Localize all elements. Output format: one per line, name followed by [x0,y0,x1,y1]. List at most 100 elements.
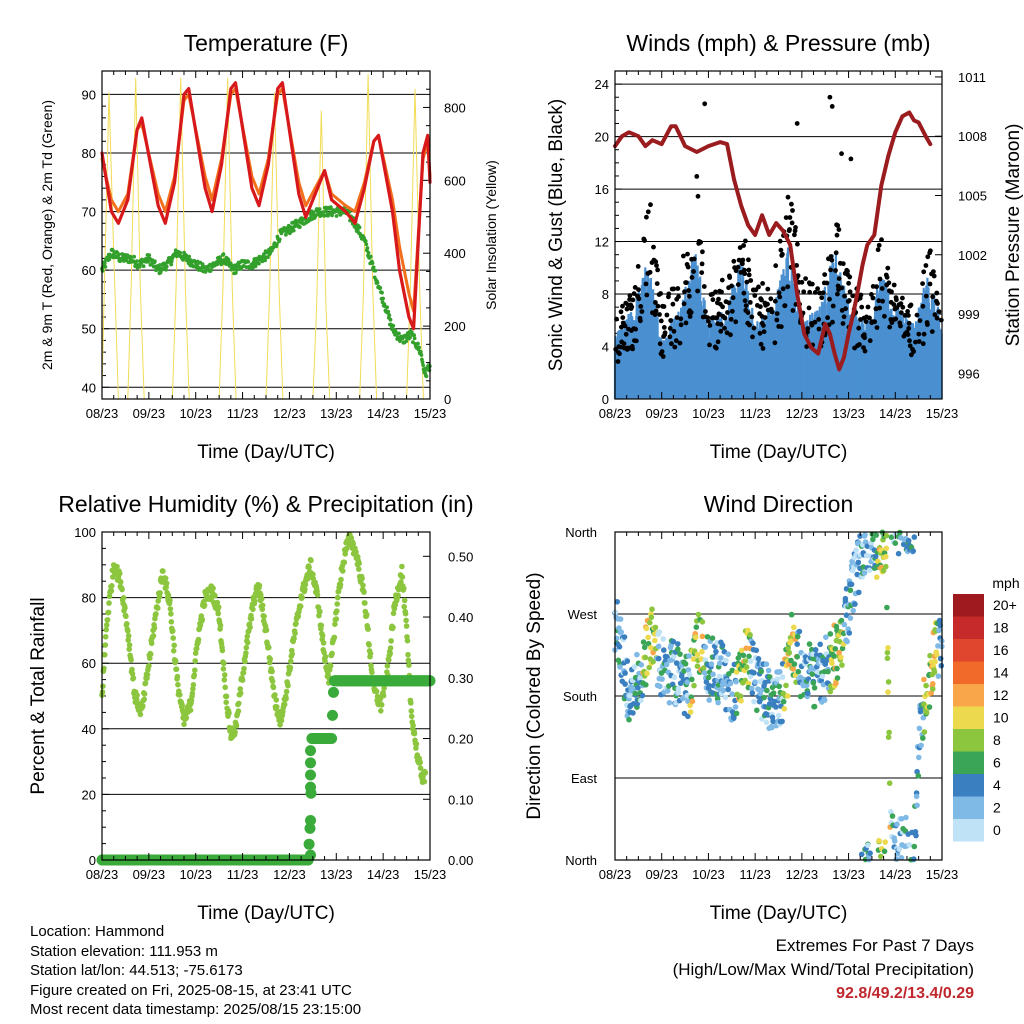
humidity-point [403,623,410,629]
y2-tick-label: 0.30 [448,671,473,686]
direction-point [873,532,879,538]
gust-point [668,318,674,323]
direction-point [889,813,896,819]
x-tick-label: 14/23 [879,867,912,882]
humidity-point [170,635,176,641]
direction-point [701,670,708,676]
direction-point [664,688,671,694]
gust-point [648,202,653,208]
y-tick-label: 16 [595,182,609,197]
direction-point [911,534,918,540]
humidity-point [233,723,240,729]
direction-point [896,846,902,852]
dewpoint-point [298,225,302,229]
direction-point [831,653,837,659]
y-tick-label: 12 [595,235,609,250]
dewpoint-point [412,333,416,338]
direction-point [834,675,841,681]
direction-point [631,664,638,670]
gust-point [678,316,684,322]
direction-point [916,725,923,732]
gust-point [789,201,794,207]
humidity-point [406,662,412,668]
gust-point [894,297,899,303]
direction-point [708,661,715,667]
dewpoint-point [416,341,420,346]
direction-point [686,671,693,678]
direction-point [692,634,699,641]
humidity-point [160,568,166,574]
humidity-point [378,702,385,708]
direction-point [715,699,721,706]
direction-point [888,534,895,540]
gust-point [809,281,815,287]
gust-point [908,302,914,308]
humidity-point [242,658,248,665]
dewpoint-point [103,265,108,269]
direction-point [779,718,785,725]
direction-point [614,599,620,605]
dewpoint-point [135,259,139,263]
direction-point [900,541,907,548]
gust-point [745,310,751,315]
direction-point [745,627,751,634]
gust-point [638,304,644,309]
x-axis-label: Time (Day/UTC) [710,442,848,463]
direction-point [885,689,891,695]
humidity-point [183,715,190,721]
direction-point [638,662,645,668]
dewpoint-point [275,242,279,247]
gust-point [746,267,752,273]
gust-point [735,264,741,270]
gust-point [803,276,808,281]
gust-point [834,232,840,238]
gust-point [905,309,910,314]
humidity-point [390,624,396,631]
direction-point [856,589,862,596]
gust-point [689,275,695,280]
direction-point [675,641,681,647]
gust-point [928,248,933,254]
gust-point [744,279,750,285]
precip-point [305,769,317,781]
humidity-point [356,566,362,572]
gust-point [620,303,625,309]
direction-point [732,704,739,710]
direction-point [829,660,835,666]
dewpoint-point [381,296,385,301]
humidity-point [333,616,340,622]
direction-point [903,814,909,821]
direction-point [731,715,737,721]
gust-point [682,289,687,295]
humidity-point [361,589,367,595]
direction-point [786,649,793,656]
y-axis-label: 2m & 9m T (Red, Orange) & 2m Td (Green) [39,100,55,370]
dewpoint-point [334,214,339,218]
direction-point [780,698,787,705]
gust-point [891,302,897,307]
humidity-point [126,642,133,648]
gust-point [774,311,780,316]
gust-point [905,332,911,337]
gust-point [785,194,791,200]
gust-point [840,261,846,267]
direction-point [898,816,905,822]
gust-point [835,223,841,228]
gust-point [777,238,783,244]
dewpoint-point [153,259,157,264]
humidity-point [128,657,134,663]
direction-point [823,634,829,640]
gust-point [772,340,778,346]
gust-point [836,227,842,233]
gust-point [675,286,681,291]
station-info: Location: Hammond Station elevation: 111… [30,922,361,1020]
gust-point [719,277,725,283]
precip-point [304,822,316,834]
gust-point [722,325,727,331]
gust-point [647,269,653,275]
gust-point [793,225,798,230]
gust-point [643,281,649,287]
gust-point [760,281,765,286]
gust-point [733,319,739,325]
humidity-point [108,588,115,594]
